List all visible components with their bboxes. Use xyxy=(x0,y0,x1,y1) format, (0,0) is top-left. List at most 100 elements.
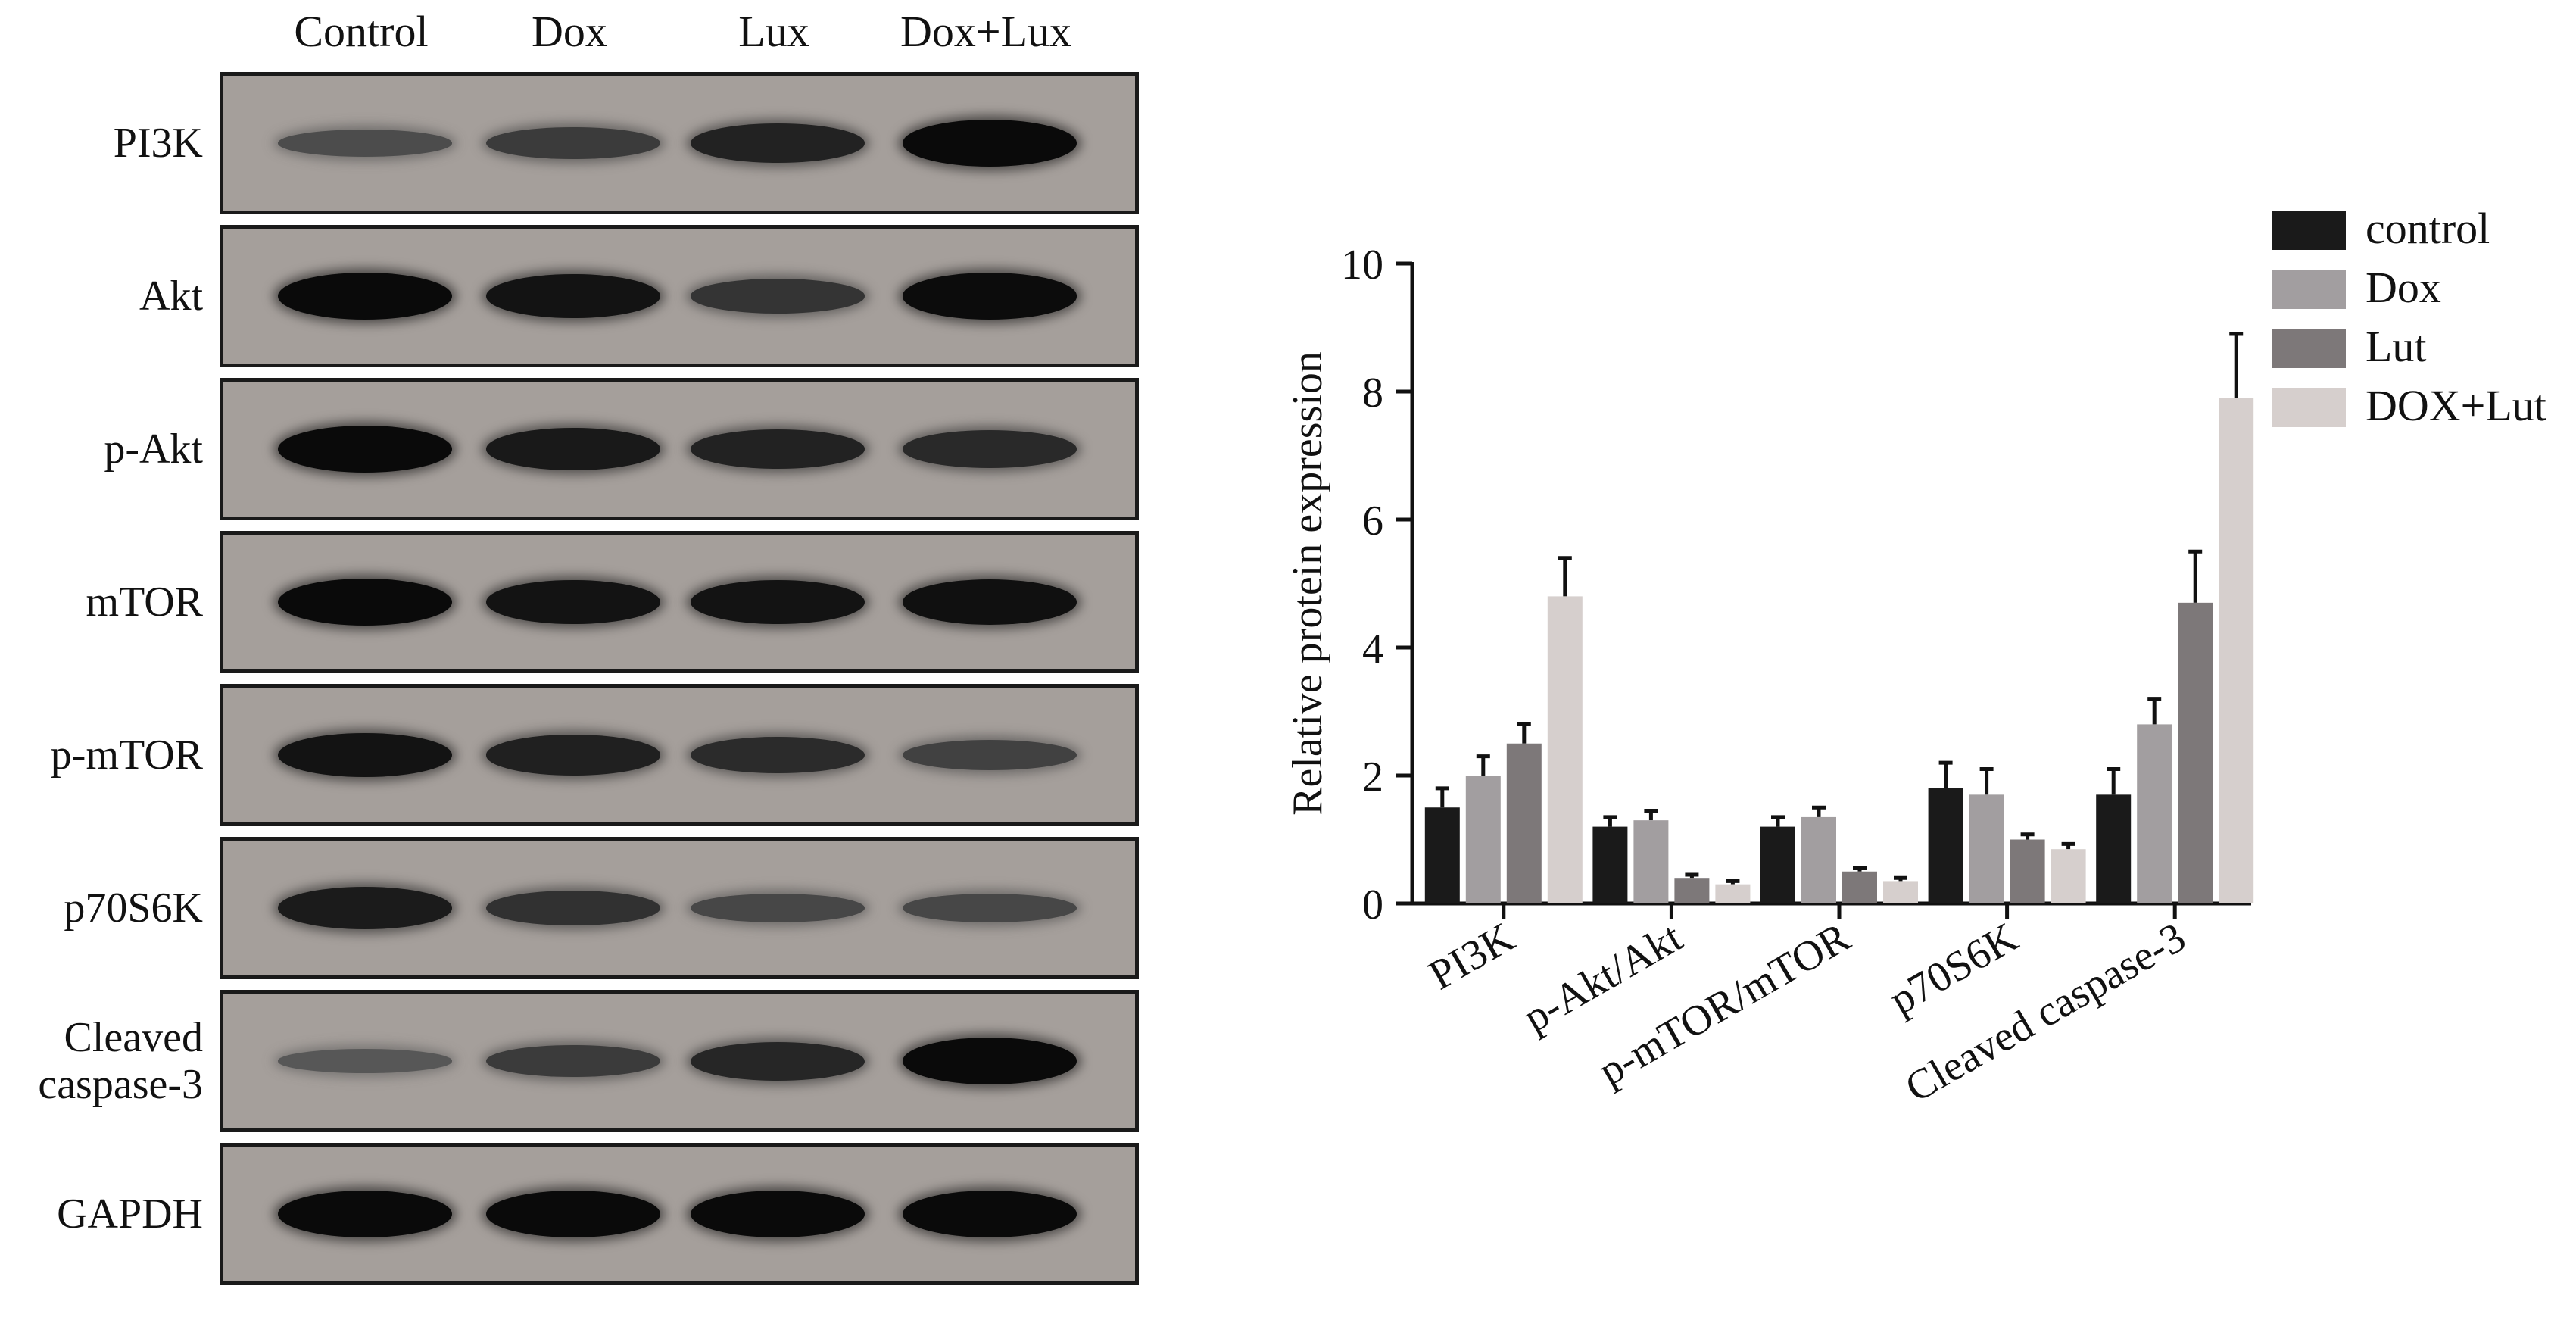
protein-band xyxy=(278,273,452,320)
protein-band xyxy=(691,894,865,922)
bar xyxy=(2051,849,2086,903)
blot-panel xyxy=(220,225,1139,367)
protein-band xyxy=(903,120,1077,167)
legend-swatch xyxy=(2272,329,2346,368)
bar xyxy=(1424,807,1460,903)
protein-band xyxy=(278,1191,452,1237)
bar xyxy=(2219,398,2254,903)
protein-band xyxy=(486,1191,660,1237)
protein-band xyxy=(278,130,452,157)
bar xyxy=(2178,602,2213,903)
legend-label: control xyxy=(2365,204,2490,253)
protein-label-line: caspase-3 xyxy=(38,1061,203,1108)
x-tick-label: Cleaved caspase-3 xyxy=(1898,914,2194,1112)
y-tick-label: 8 xyxy=(1362,370,1383,417)
protein-band xyxy=(903,740,1077,770)
protein-label: PI3K xyxy=(0,120,203,167)
legend-swatch xyxy=(2272,270,2346,309)
bar xyxy=(1506,743,1542,903)
protein-label-line: p-mTOR xyxy=(50,732,203,779)
protein-band xyxy=(903,1191,1077,1237)
bar xyxy=(1465,776,1501,903)
protein-label-line: p70S6K xyxy=(64,885,203,932)
y-axis-label: Relative protein expression xyxy=(1284,351,1331,816)
bar xyxy=(1842,871,1877,903)
y-tick-label: 10 xyxy=(1341,242,1383,289)
protein-label: p70S6K xyxy=(0,885,203,932)
protein-band xyxy=(691,1191,865,1237)
bar xyxy=(1592,826,1628,903)
legend-swatch xyxy=(2272,388,2346,427)
protein-label-line: mTOR xyxy=(86,579,203,626)
y-tick-label: 4 xyxy=(1362,626,1383,673)
protein-label: Akt xyxy=(0,273,203,320)
protein-label: mTOR xyxy=(0,579,203,626)
lane-label: Control xyxy=(294,7,429,56)
y-tick-label: 0 xyxy=(1362,882,1383,928)
protein-band xyxy=(278,579,452,626)
x-tick-label: PI3K xyxy=(1421,914,1522,1000)
blot-panel xyxy=(220,378,1139,520)
protein-band xyxy=(691,579,865,625)
bar xyxy=(1633,820,1669,903)
bar xyxy=(1715,884,1751,903)
bar xyxy=(1674,878,1710,903)
bar xyxy=(2096,794,2132,903)
protein-label-line: p-Akt xyxy=(104,426,203,473)
protein-label-line: Akt xyxy=(139,273,203,320)
protein-band xyxy=(903,894,1077,922)
protein-band xyxy=(903,273,1077,320)
protein-label: p-Akt xyxy=(0,426,203,473)
bar xyxy=(1547,596,1583,903)
bar xyxy=(2137,724,2172,903)
bar xyxy=(2010,839,2045,903)
protein-band xyxy=(278,1049,452,1073)
protein-band xyxy=(486,126,660,160)
protein-band xyxy=(903,1038,1077,1084)
y-tick-label: 2 xyxy=(1362,754,1383,800)
x-tick-label: p70S6K xyxy=(1882,914,2026,1024)
protein-band xyxy=(691,279,865,314)
protein-label: p-mTOR xyxy=(0,732,203,779)
protein-band xyxy=(691,123,865,164)
blot-panel xyxy=(220,531,1139,673)
lane-label: Dox+Lux xyxy=(900,7,1072,56)
protein-label-line: PI3K xyxy=(113,120,203,167)
blot-panel xyxy=(220,72,1139,214)
protein-label: Cleaved caspase-3 xyxy=(0,1014,203,1108)
y-tick-label: 6 xyxy=(1362,498,1383,545)
bar xyxy=(1969,794,2004,903)
protein-band xyxy=(486,579,660,625)
blot-panel xyxy=(220,684,1139,826)
protein-band xyxy=(691,736,865,774)
legend-label: Lut xyxy=(2365,322,2427,371)
blot-panel xyxy=(220,990,1139,1132)
blot-panel xyxy=(220,1143,1139,1285)
protein-band xyxy=(486,428,660,470)
legend-swatch xyxy=(2272,211,2346,250)
protein-band xyxy=(486,735,660,776)
protein-label-line: GAPDH xyxy=(57,1191,203,1237)
bar xyxy=(1801,816,1836,903)
protein-label-line: Cleaved xyxy=(64,1014,203,1061)
bar xyxy=(1760,826,1795,903)
protein-band xyxy=(486,273,660,319)
protein-band xyxy=(903,579,1077,625)
protein-band xyxy=(278,887,452,929)
protein-label: GAPDH xyxy=(0,1191,203,1237)
western-blot-figure: Control Dox Lux Dox+Lux PI3K Akt p-Akt mTOR p-mT… xyxy=(0,0,1151,1317)
protein-band xyxy=(486,1044,660,1078)
protein-band xyxy=(691,1041,865,1081)
protein-band xyxy=(903,430,1077,468)
protein-band xyxy=(486,890,660,926)
legend-label: Dox xyxy=(2365,263,2441,312)
lane-label: Dox xyxy=(532,7,607,56)
blot-panel xyxy=(220,837,1139,979)
protein-band xyxy=(278,732,452,778)
bar xyxy=(1928,788,1963,903)
protein-band xyxy=(691,429,865,470)
bar xyxy=(1883,881,1918,903)
lane-label: Lux xyxy=(738,7,809,56)
legend-label: DOX+Lut xyxy=(2365,381,2546,430)
